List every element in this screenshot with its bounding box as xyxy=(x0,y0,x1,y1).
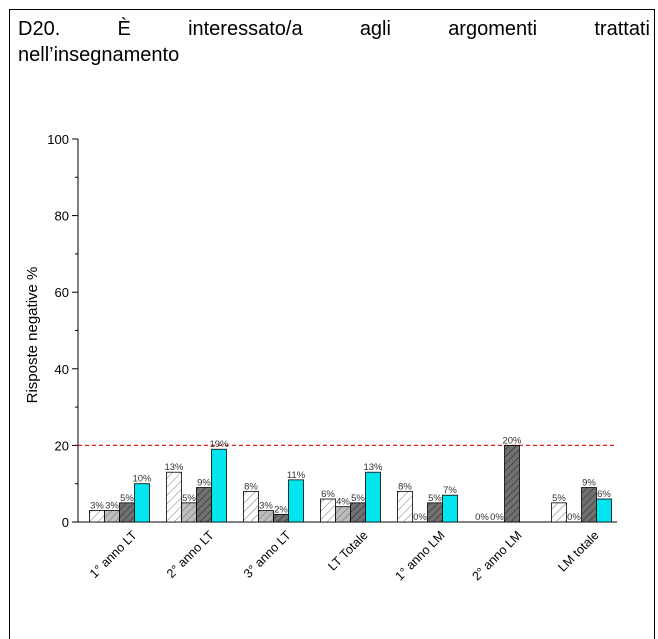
data-label: 8% xyxy=(244,481,258,492)
bar xyxy=(335,506,351,523)
data-label: 13% xyxy=(363,462,383,473)
data-label: 13% xyxy=(164,462,184,473)
data-label: 0% xyxy=(413,512,427,523)
question-word: argomenti xyxy=(448,18,538,40)
data-label: 5% xyxy=(428,493,442,504)
data-label: 7% xyxy=(443,485,457,496)
bar xyxy=(581,487,597,523)
data-label: 3% xyxy=(105,501,119,512)
data-label: 5% xyxy=(182,493,196,504)
question-word: D20. xyxy=(18,18,61,40)
question-text: D20. È interessato/a agli argomenti trat… xyxy=(18,16,650,68)
data-labels: 3% 3%5%10%13%5%9%19%8%3% 2%11%6%4% 5%13%8%0… xyxy=(90,435,611,523)
data-label: 0% xyxy=(475,512,489,523)
y-tick-label: 60 xyxy=(55,285,69,300)
y-tick-label: 0 xyxy=(62,515,69,530)
y-tick-label: 100 xyxy=(47,132,69,147)
data-label: 6% xyxy=(321,489,335,500)
bar xyxy=(427,502,443,523)
data-label: 0% xyxy=(490,512,504,523)
x-tick-label: 1° anno LT xyxy=(87,528,140,581)
data-label: 9% xyxy=(197,478,211,489)
data-label: 3% xyxy=(259,501,273,512)
question-line-1: D20. È interessato/a agli argomenti trat… xyxy=(18,16,650,42)
table-cell-frame xyxy=(9,9,655,639)
question-word: interessato/a xyxy=(188,18,303,40)
y-axis-label: Risposte negative % xyxy=(24,267,41,404)
bar xyxy=(119,502,135,523)
bar xyxy=(243,490,259,523)
bars xyxy=(89,444,612,523)
bar xyxy=(273,513,289,523)
bar xyxy=(365,471,381,523)
x-tick-label: LT Totale xyxy=(325,528,370,573)
data-label: 5% xyxy=(120,493,134,504)
question-word: trattati xyxy=(594,18,650,40)
data-label: 9% xyxy=(582,478,596,489)
bar xyxy=(442,494,458,523)
question-word: agli xyxy=(359,18,391,40)
data-label: 11% xyxy=(287,470,306,481)
x-tick-labels: 1° anno LT 2° anno LT 3° anno LT LT Totale 1… xyxy=(87,528,602,583)
x-tick-label: 2° anno LT xyxy=(164,528,217,581)
x-tick-label: 2° anno LM xyxy=(469,528,524,583)
data-label: 6% xyxy=(597,489,611,500)
data-label: 0% xyxy=(567,512,581,523)
data-label: 3% xyxy=(90,501,104,512)
data-label: 5% xyxy=(552,493,566,504)
data-label: 20% xyxy=(502,435,522,446)
bar xyxy=(288,479,304,523)
question-word: È xyxy=(117,18,131,40)
data-label: 2% xyxy=(274,504,288,515)
bar xyxy=(258,510,274,523)
x-tick-label: 3° anno LT xyxy=(241,528,294,581)
data-label: 4% xyxy=(336,497,350,508)
bar xyxy=(166,471,182,523)
bar xyxy=(350,502,366,523)
bar xyxy=(211,448,227,523)
data-label: 19% xyxy=(209,439,229,450)
bar xyxy=(134,483,150,523)
y-tick-label: 40 xyxy=(55,362,69,377)
bar xyxy=(397,490,413,523)
x-tick-label: LM totale xyxy=(555,528,601,574)
bar xyxy=(320,498,336,523)
bar xyxy=(551,502,567,523)
data-label: 5% xyxy=(351,493,365,504)
bar xyxy=(596,498,612,523)
axes: 0 20 40 60 80 100 xyxy=(47,132,617,530)
data-label: 8% xyxy=(398,481,412,492)
question-line-2: nell’insegnamento xyxy=(18,44,180,66)
bar xyxy=(104,510,120,523)
bar xyxy=(89,510,105,523)
bar xyxy=(181,502,197,523)
x-tick-label: 1° anno LM xyxy=(392,528,447,583)
y-tick-label: 20 xyxy=(55,438,69,453)
bar xyxy=(196,487,212,523)
data-label: 10% xyxy=(132,474,152,485)
bar xyxy=(504,444,520,523)
y-tick-label: 80 xyxy=(55,209,69,224)
